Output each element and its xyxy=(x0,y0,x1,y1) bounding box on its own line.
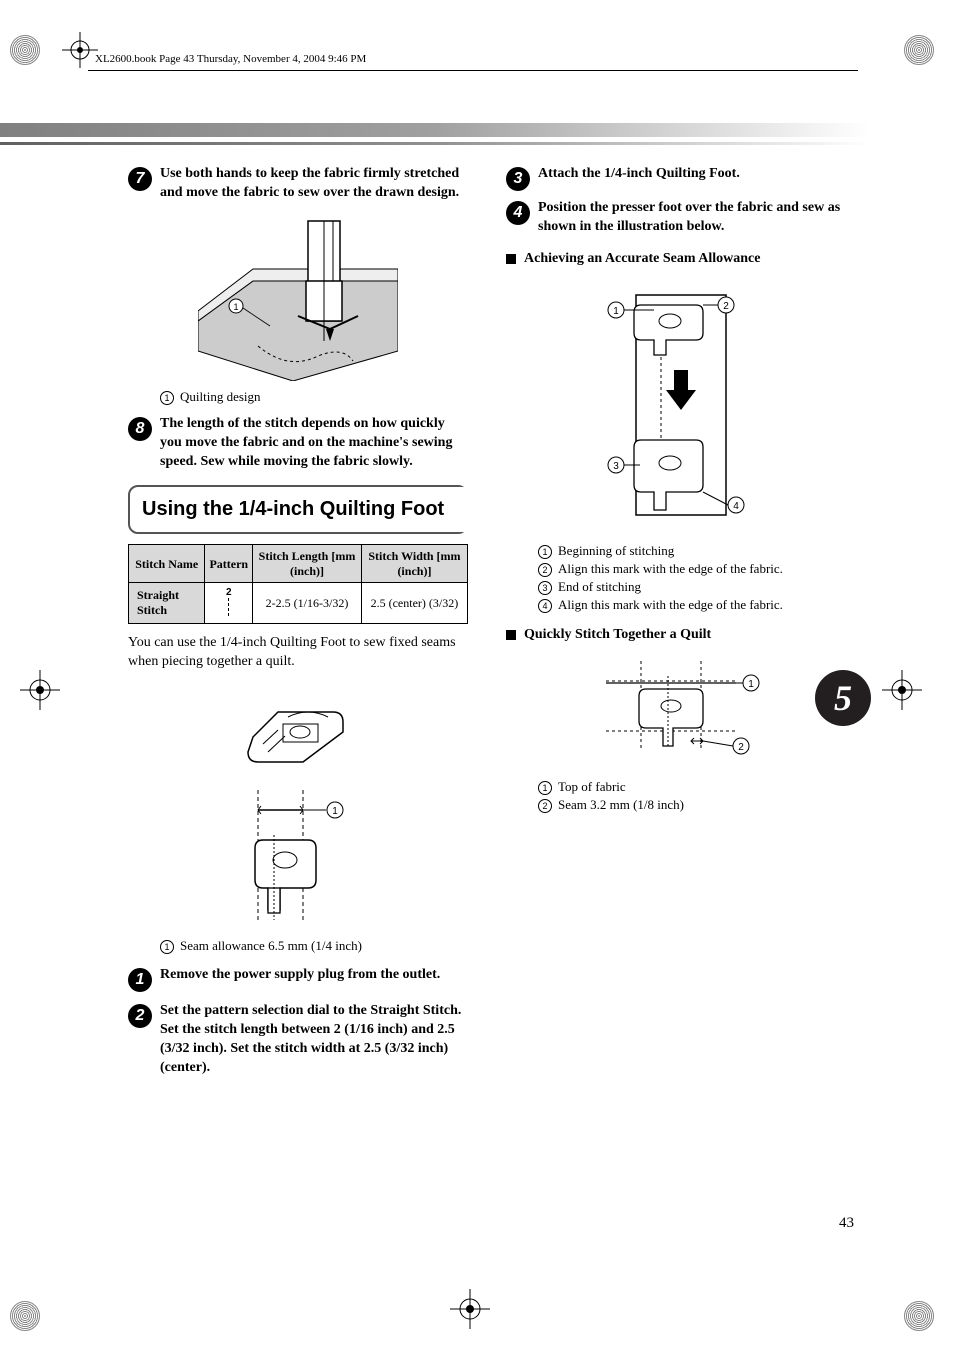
reg-mark-top xyxy=(62,32,98,68)
gradient-bar-thin xyxy=(0,142,870,145)
step-2: 2 Set the pattern selection dial to the … xyxy=(128,1002,468,1078)
svg-text:1: 1 xyxy=(332,806,338,817)
reg-mark-left xyxy=(20,670,60,710)
th-name: Stitch Name xyxy=(129,545,205,583)
subhead-text: Achieving an Accurate Seam Allowance xyxy=(524,251,760,267)
section-heading-box: Using the 1/4-inch Quilting Foot xyxy=(128,485,468,534)
left-column: 7 Use both hands to keep the fabric firm… xyxy=(128,165,468,1086)
step-7: 7 Use both hands to keep the fabric firm… xyxy=(128,165,468,203)
caption-a4: 4Align this mark with the edge of the fa… xyxy=(538,597,846,613)
th-pattern: Pattern xyxy=(205,545,253,583)
step-3: 3 Attach the 1/4-inch Quilting Foot. xyxy=(506,165,846,191)
reg-mark-bottom xyxy=(450,1289,490,1329)
step-num-8: 8 xyxy=(128,417,152,441)
reg-mark-right xyxy=(882,670,922,710)
caption-text: Seam allowance 6.5 mm (1/4 inch) xyxy=(180,938,362,954)
illus-accurate-seam: 1 2 3 4 xyxy=(506,275,846,535)
corner-circle-tr xyxy=(904,35,934,65)
bullet-square xyxy=(506,630,516,640)
step-7-text: Use both hands to keep the fabric firmly… xyxy=(160,165,468,203)
table-header-row: Stitch Name Pattern Stitch Length [mm (i… xyxy=(129,545,468,583)
svg-text:2: 2 xyxy=(723,301,729,312)
th-length: Stitch Length [mm (inch)] xyxy=(253,545,362,583)
svg-text:1: 1 xyxy=(748,679,754,690)
caption-num: 1 xyxy=(160,391,174,405)
illus-seam-allowance: 1 xyxy=(128,780,468,930)
gradient-bar xyxy=(0,123,870,137)
step-num-2: 2 xyxy=(128,1004,152,1028)
caption-a3: 3End of stitching xyxy=(538,579,846,595)
step-num-7: 7 xyxy=(128,167,152,191)
step-8: 8 The length of the stitch depends on ho… xyxy=(128,415,468,472)
caption-seam-allowance: 1 Seam allowance 6.5 mm (1/4 inch) xyxy=(160,938,468,954)
step-num-4: 4 xyxy=(506,201,530,225)
svg-text:2: 2 xyxy=(738,742,744,753)
step-4-text: Position the presser foot over the fabri… xyxy=(538,199,846,237)
svg-text:4: 4 xyxy=(733,501,739,512)
body-text-1: You can use the 1/4-inch Quilting Foot t… xyxy=(128,634,468,672)
step-num-1: 1 xyxy=(128,968,152,992)
corner-circle-tl xyxy=(10,35,40,65)
chapter-number: 5 xyxy=(834,677,852,719)
header-rule xyxy=(88,70,858,71)
caption-a2: 2Align this mark with the edge of the fa… xyxy=(538,561,846,577)
corner-circle-br xyxy=(904,1301,934,1331)
illus-quilting-foot xyxy=(128,682,468,772)
subhead-seam-allowance: Achieving an Accurate Seam Allowance xyxy=(506,251,846,267)
page-number: 43 xyxy=(839,1215,854,1232)
step-1-text: Remove the power supply plug from the ou… xyxy=(160,966,440,985)
caption-num: 1 xyxy=(160,940,174,954)
td-pattern: 2 xyxy=(205,583,253,624)
svg-text:3: 3 xyxy=(613,461,619,472)
caption-text: Quilting design xyxy=(180,389,261,405)
step-8-text: The length of the stitch depends on how … xyxy=(160,415,468,472)
td-name: Straight Stitch xyxy=(129,583,205,624)
chapter-tab: 5 xyxy=(815,670,871,726)
section-title: Using the 1/4-inch Quilting Foot xyxy=(142,497,454,522)
table-row: Straight Stitch 2 2-2.5 (1/16-3/32) 2.5 … xyxy=(129,583,468,624)
caption-group-b: 1Top of fabric 2Seam 3.2 mm (1/8 inch) xyxy=(538,779,846,813)
caption-b2: 2Seam 3.2 mm (1/8 inch) xyxy=(538,797,846,813)
stitch-table: Stitch Name Pattern Stitch Length [mm (i… xyxy=(128,544,468,624)
td-length: 2-2.5 (1/16-3/32) xyxy=(253,583,362,624)
caption-group-a: 1Beginning of stitching 2Align this mark… xyxy=(538,543,846,613)
step-3-text: Attach the 1/4-inch Quilting Foot. xyxy=(538,165,740,184)
illus-quilting-design: 1 xyxy=(128,211,468,381)
svg-text:1: 1 xyxy=(233,302,238,312)
subhead-quickly-stitch: Quickly Stitch Together a Quilt xyxy=(506,627,846,643)
step-num-3: 3 xyxy=(506,167,530,191)
step-1: 1 Remove the power supply plug from the … xyxy=(128,966,468,992)
td-width: 2.5 (center) (3/32) xyxy=(361,583,467,624)
caption-b1: 1Top of fabric xyxy=(538,779,846,795)
illus-stitch-quilt: 1 2 xyxy=(506,651,846,771)
right-column: 3 Attach the 1/4-inch Quilting Foot. 4 P… xyxy=(506,165,846,1086)
bullet-square xyxy=(506,254,516,264)
header-filename: XL2600.book Page 43 Thursday, November 4… xyxy=(95,53,366,65)
corner-circle-bl xyxy=(10,1301,40,1331)
subhead-text: Quickly Stitch Together a Quilt xyxy=(524,627,711,643)
content-area: 7 Use both hands to keep the fabric firm… xyxy=(128,165,848,1086)
step-2-text: Set the pattern selection dial to the St… xyxy=(160,1002,468,1078)
caption-quilting-design: 1 Quilting design xyxy=(160,389,468,405)
th-width: Stitch Width [mm (inch)] xyxy=(361,545,467,583)
svg-text:1: 1 xyxy=(613,306,619,317)
caption-a1: 1Beginning of stitching xyxy=(538,543,846,559)
step-4: 4 Position the presser foot over the fab… xyxy=(506,199,846,237)
